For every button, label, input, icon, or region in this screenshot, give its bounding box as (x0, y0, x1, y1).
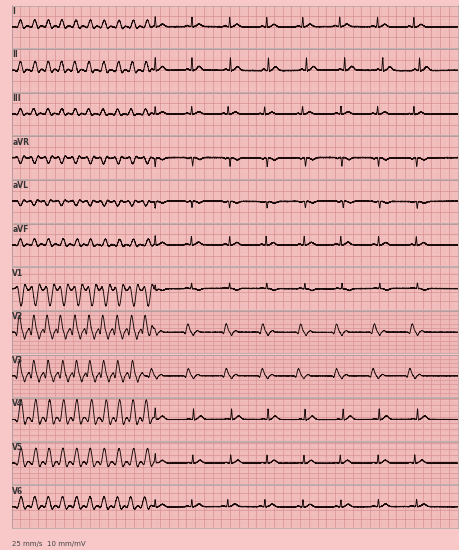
Text: II: II (12, 51, 18, 59)
Text: V3: V3 (12, 356, 23, 365)
Text: aVL: aVL (12, 182, 28, 190)
Text: aVF: aVF (12, 225, 29, 234)
Text: V2: V2 (12, 312, 23, 321)
Text: aVR: aVR (12, 138, 29, 147)
Text: III: III (12, 94, 21, 103)
Text: 25 mm/s  10 mm/mV: 25 mm/s 10 mm/mV (11, 541, 85, 547)
Text: V6: V6 (12, 487, 23, 496)
Text: V4: V4 (12, 399, 23, 409)
Text: I: I (12, 7, 15, 16)
Text: V1: V1 (12, 268, 23, 278)
Text: V5: V5 (12, 443, 23, 452)
